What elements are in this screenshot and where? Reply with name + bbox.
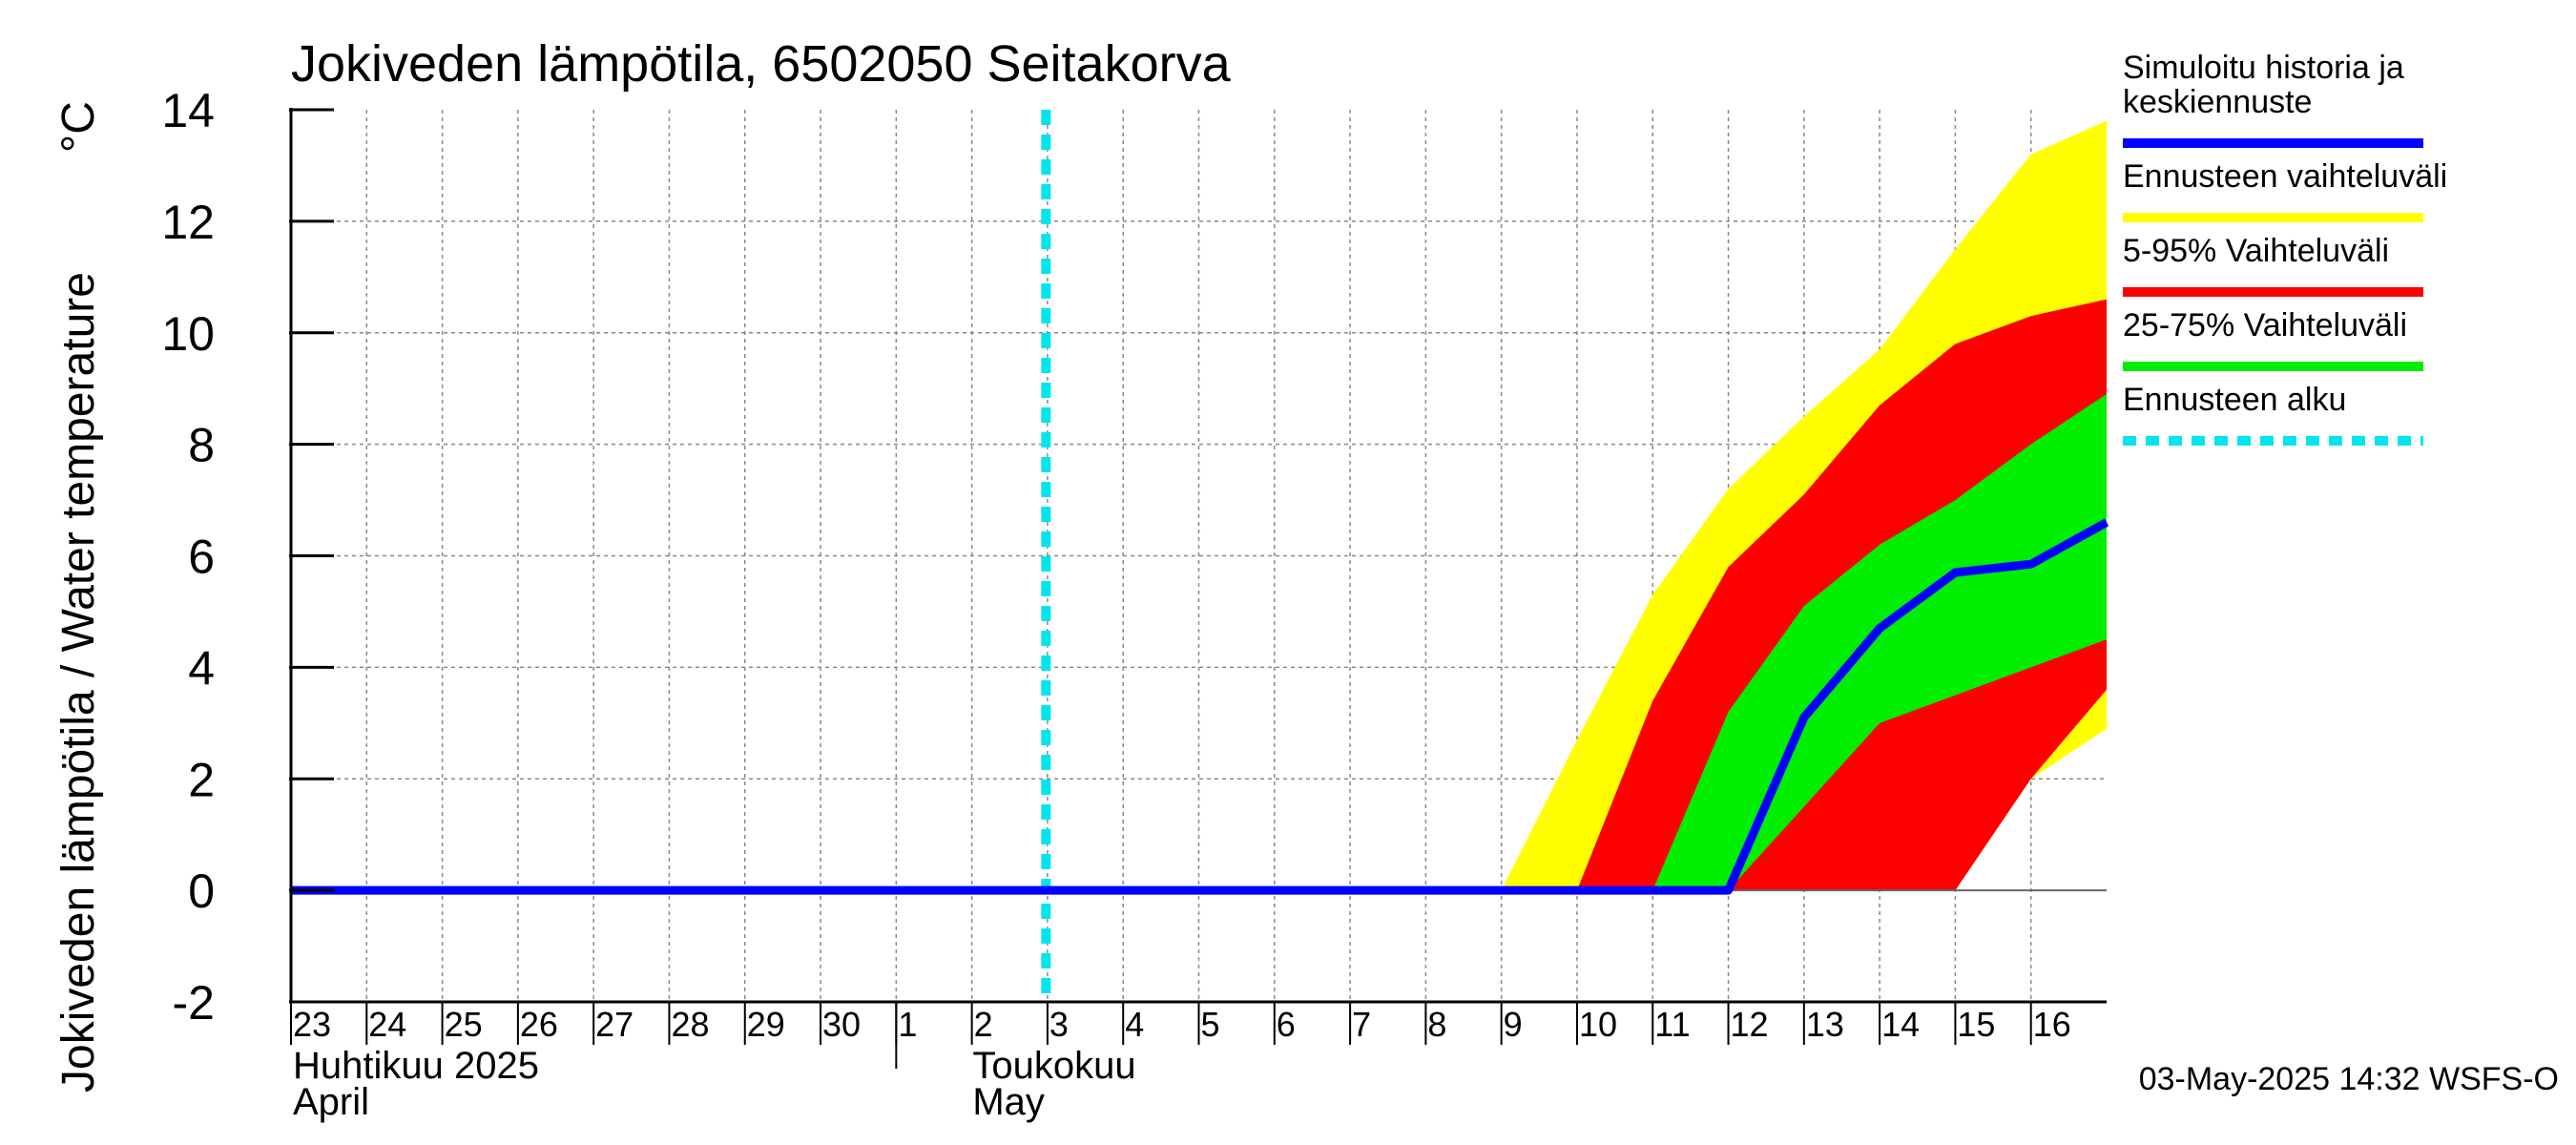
month-label-en: May bbox=[972, 1081, 1045, 1123]
x-tick-label: 15 bbox=[1957, 1005, 1995, 1044]
legend-item: 5-95% Vaihteluväli bbox=[2123, 233, 2423, 297]
median-line bbox=[291, 518, 2109, 895]
x-tick-label: 5 bbox=[1201, 1005, 1220, 1044]
legend-label: Simuloitu historia ja bbox=[2123, 50, 2404, 86]
y-tick-label: 12 bbox=[161, 196, 215, 249]
legend-item: Ennusteen vaihteluväli bbox=[2123, 158, 2447, 222]
x-tick-label: 23 bbox=[293, 1005, 331, 1044]
legend-item: 25-75% Vaihteluväli bbox=[2123, 307, 2423, 371]
x-tick-label: 28 bbox=[671, 1005, 709, 1044]
x-tick-label: 11 bbox=[1654, 1005, 1690, 1044]
y-tick-label: 8 bbox=[188, 419, 215, 472]
chart-title: Jokiveden lämpötila, 6502050 Seitakorva bbox=[291, 35, 1232, 93]
x-tick-label: 9 bbox=[1504, 1005, 1523, 1044]
x-tick-label: 2 bbox=[974, 1005, 993, 1044]
x-tick-label: 14 bbox=[1881, 1005, 1920, 1044]
y-tick-label: -2 bbox=[173, 976, 215, 1030]
x-tick-label: 7 bbox=[1352, 1005, 1371, 1044]
legend-label: 25-75% Vaihteluväli bbox=[2123, 307, 2407, 344]
x-tick-label: 25 bbox=[445, 1005, 483, 1044]
month-label-fi: Huhtikuu 2025 bbox=[293, 1045, 539, 1087]
y-tick-label: 2 bbox=[188, 753, 215, 806]
y-tick-label: 6 bbox=[188, 531, 215, 584]
x-tick-label: 6 bbox=[1277, 1005, 1296, 1044]
x-tick-label: 13 bbox=[1806, 1005, 1844, 1044]
y-axis-title: Jokiveden lämpötila / Water temperature … bbox=[53, 101, 104, 1093]
x-tick-label: 10 bbox=[1579, 1005, 1617, 1044]
legend-label: Ennusteen alku bbox=[2123, 382, 2346, 418]
x-tick-label: 3 bbox=[1049, 1005, 1069, 1044]
legend-label: keskiennuste bbox=[2123, 84, 2312, 120]
timestamp: 03-May-2025 14:32 WSFS-O bbox=[2139, 1061, 2559, 1097]
band-25-75-vaihteluvali bbox=[1652, 394, 2107, 891]
y-axis-unit: °C bbox=[53, 101, 104, 153]
x-tick-label: 30 bbox=[822, 1005, 861, 1044]
y-tick-label: 14 bbox=[161, 84, 215, 137]
x-tick-label: 8 bbox=[1427, 1005, 1446, 1044]
x-tick-label: 4 bbox=[1125, 1005, 1144, 1044]
y-tick-label: 0 bbox=[188, 864, 215, 918]
x-tick-label: 1 bbox=[898, 1005, 917, 1044]
y-tick-label: 4 bbox=[188, 641, 215, 695]
x-tick-label: 16 bbox=[2033, 1005, 2071, 1044]
legend-label: Ennusteen vaihteluväli bbox=[2123, 158, 2447, 195]
y-axis-label: Jokiveden lämpötila / Water temperature bbox=[53, 272, 104, 1093]
x-tick-label: 26 bbox=[520, 1005, 558, 1044]
month-label-en: April bbox=[293, 1081, 369, 1123]
y-tick-label: 10 bbox=[161, 307, 215, 361]
legend-item: Ennusteen alku bbox=[2123, 382, 2423, 446]
x-tick-label: 27 bbox=[595, 1005, 634, 1044]
x-tick-label: 29 bbox=[747, 1005, 785, 1044]
month-label-fi: Toukokuu bbox=[972, 1045, 1135, 1087]
x-tick-label: 12 bbox=[1731, 1005, 1769, 1044]
x-tick-label: 24 bbox=[368, 1005, 406, 1044]
legend-label: 5-95% Vaihteluväli bbox=[2123, 233, 2389, 269]
